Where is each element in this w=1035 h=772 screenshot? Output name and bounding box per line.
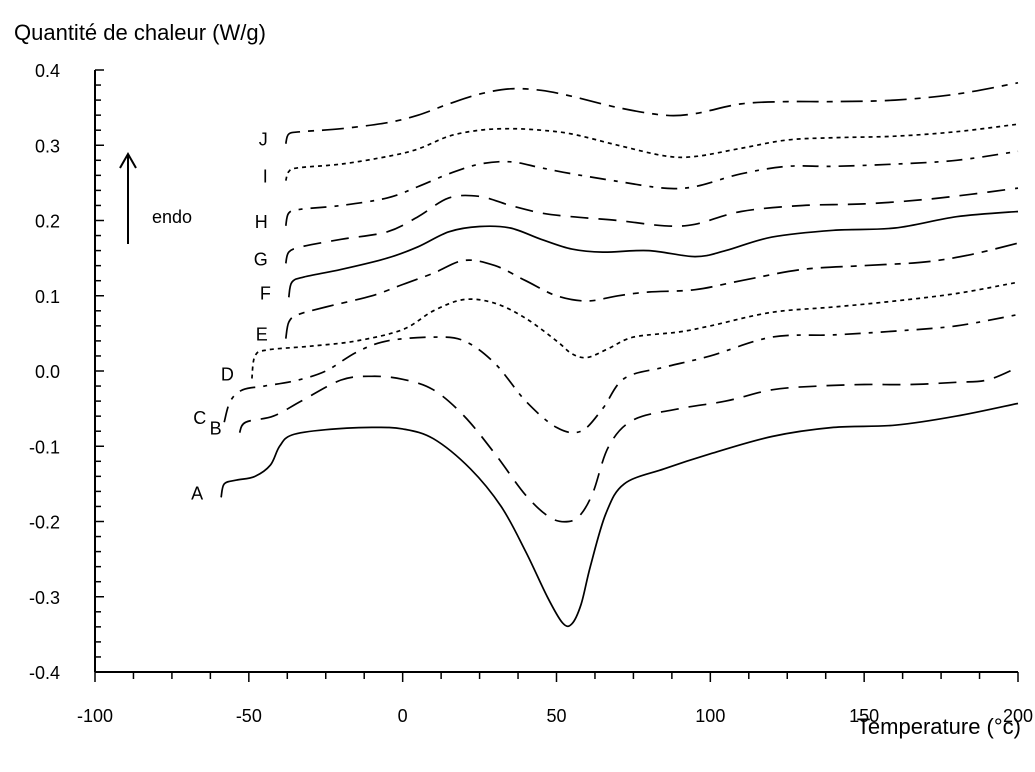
series-label-b: B <box>210 419 222 439</box>
axis-ticks <box>94 69 1019 682</box>
x-tick-label: -50 <box>236 706 262 726</box>
y-tick-label: 0.1 <box>35 287 60 307</box>
x-axis-label: Temperature (°c) <box>856 714 1021 739</box>
y-tick-label: -0.3 <box>29 588 60 608</box>
y-tick-label: -0.4 <box>29 663 60 683</box>
series-label-i: I <box>263 167 268 187</box>
y-tick-label: 0.2 <box>35 212 60 232</box>
x-tick-label: -100 <box>77 706 113 726</box>
series-label-c: C <box>193 408 206 428</box>
x-tick-label: 150 <box>849 706 879 726</box>
series-line-c <box>223 313 1019 434</box>
series-line-b <box>238 366 1019 523</box>
series-line-i <box>284 123 1019 181</box>
y-axis-label: Quantité de chaleur (W/g) <box>14 20 266 45</box>
series-label-e: E <box>256 325 268 345</box>
series-label-j: J <box>259 130 268 150</box>
x-tick-label: 100 <box>695 706 725 726</box>
series-line-g <box>284 187 1019 264</box>
series-label-d: D <box>221 365 234 385</box>
x-tick-label: 50 <box>546 706 566 726</box>
series-line-j <box>284 81 1019 144</box>
series-line-a <box>220 402 1019 628</box>
series-line-f <box>287 210 1019 298</box>
series-label-a: A <box>191 483 203 503</box>
endo-label: endo <box>152 207 192 227</box>
series-line-e <box>284 242 1019 339</box>
y-tick-label: 0.0 <box>35 362 60 382</box>
series-line-h <box>284 150 1019 226</box>
y-tick-label: -0.2 <box>29 513 60 533</box>
series-lines <box>220 81 1019 628</box>
endo-arrowhead-icon <box>119 151 137 169</box>
series-labels: A BC D E FGH IJ <box>191 130 271 504</box>
y-tick-label: 0.4 <box>35 61 60 81</box>
series-label-f: F <box>260 283 271 303</box>
series-label-g: G <box>254 249 268 269</box>
tick-labels: 0.4 0.3 0.2 0.1 0.0 -0.1 -0.2 -0.3 -0.4 -100 -50 0 5… <box>29 61 1033 726</box>
y-tick-label: 0.3 <box>35 136 60 156</box>
y-tick-label: -0.1 <box>29 437 60 457</box>
endo-annotation: endo <box>119 151 192 244</box>
series-label-h: H <box>255 212 268 232</box>
x-tick-label: 200 <box>1003 706 1033 726</box>
x-tick-label: 0 <box>398 706 408 726</box>
